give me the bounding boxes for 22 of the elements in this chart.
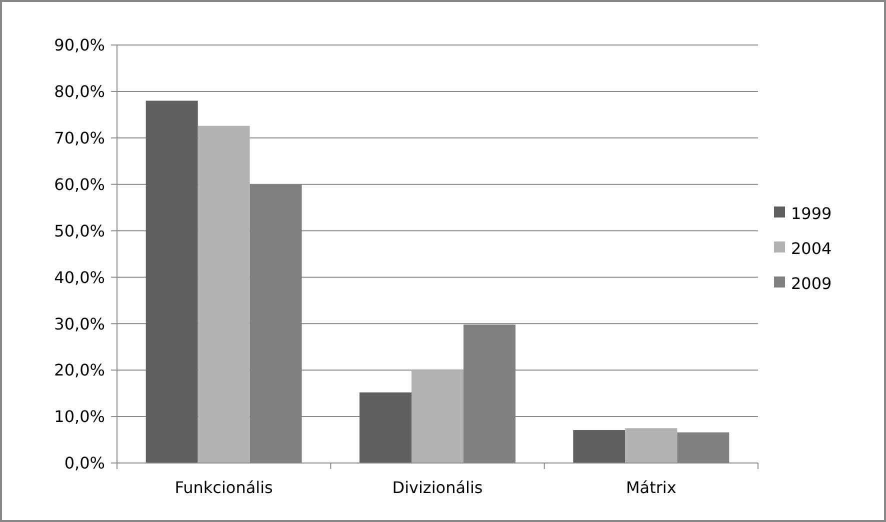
legend-label: 2004 [791,239,832,258]
y-tick-label: 50,0% [54,221,105,240]
bar [360,392,412,463]
x-tick-label: Mátrix [626,478,676,497]
y-tick-label: 70,0% [54,128,105,148]
y-tick-label: 20,0% [54,360,105,380]
legend-label: 2009 [791,274,832,294]
y-tick-label: 40,0% [54,268,105,287]
bar [198,126,250,463]
bar [625,428,678,463]
bar [573,430,626,463]
x-tick-label: Funkcionális [174,478,273,497]
bar [146,100,198,463]
x-tick-label: Divizionális [392,478,483,497]
y-tick-label: 10,0% [54,407,105,426]
y-tick-label: 30,0% [54,314,105,334]
bar [412,370,464,463]
y-tick-label: 80,0% [54,82,105,102]
y-tick-label: 90,0% [54,36,105,55]
y-tick-label: 0,0% [64,454,105,473]
y-tick-label: 60,0% [54,174,105,194]
legend-label: 1999 [791,204,832,224]
